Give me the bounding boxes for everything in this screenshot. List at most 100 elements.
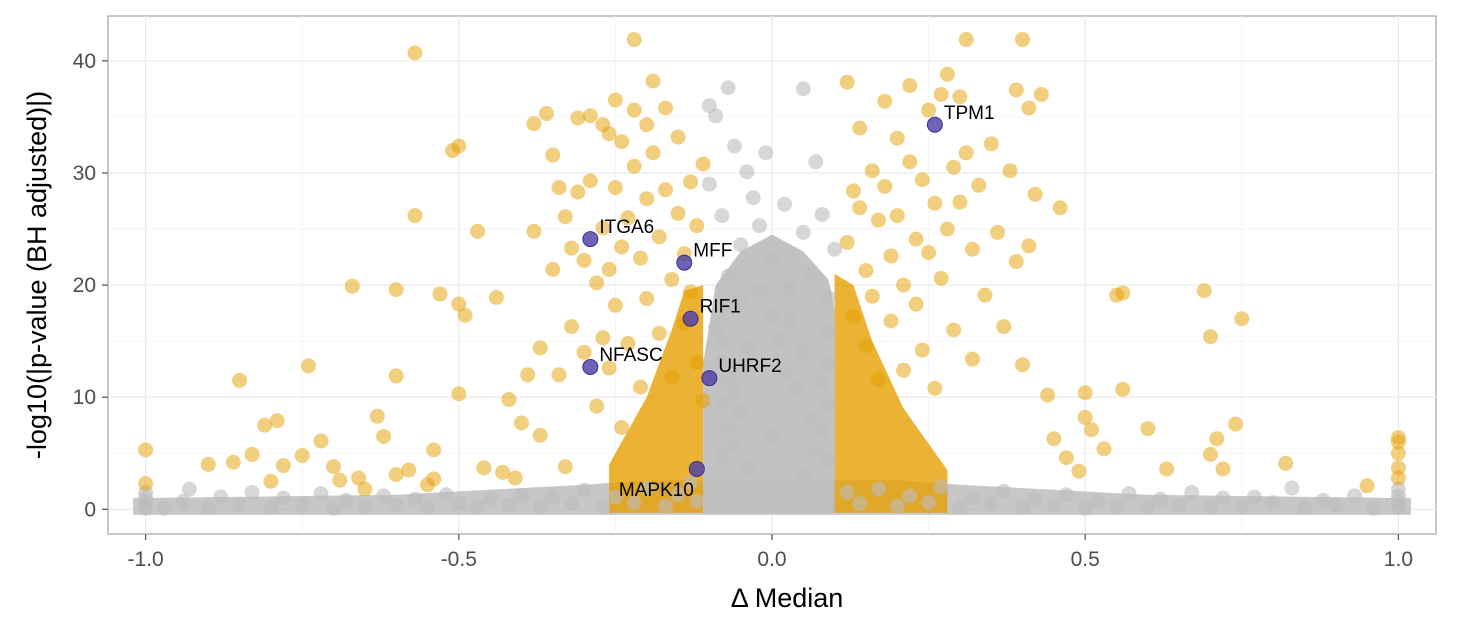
point-not-significant xyxy=(726,385,742,401)
point-not-significant xyxy=(933,479,949,495)
y-tick-label: 30 xyxy=(73,162,96,185)
point-significant xyxy=(639,117,655,133)
point-significant xyxy=(495,464,511,480)
point-significant xyxy=(601,360,617,376)
point-significant xyxy=(983,136,999,152)
point-significant xyxy=(939,66,955,82)
point-not-significant xyxy=(708,320,724,336)
point-significant xyxy=(1390,470,1406,486)
gene-label: MFF xyxy=(693,241,732,262)
point-significant xyxy=(964,351,980,367)
point-not-significant xyxy=(808,441,824,457)
point-significant xyxy=(870,371,886,387)
point-significant xyxy=(1140,421,1156,437)
point-not-significant xyxy=(795,465,811,481)
point-significant xyxy=(883,313,899,329)
point-significant xyxy=(369,408,385,424)
point-significant xyxy=(883,248,899,264)
point-not-significant xyxy=(670,487,686,503)
point-not-significant xyxy=(820,289,836,305)
point-not-significant xyxy=(720,268,736,284)
y-tick-label: 0 xyxy=(84,498,96,521)
point-not-significant xyxy=(388,497,404,513)
point-not-significant xyxy=(921,495,937,511)
point-not-significant xyxy=(726,436,742,452)
point-significant xyxy=(902,78,918,94)
point-not-significant xyxy=(1121,486,1137,502)
point-not-significant xyxy=(513,488,529,504)
point-significant xyxy=(507,470,523,486)
point-significant xyxy=(607,297,623,313)
point-significant xyxy=(902,154,918,170)
point-not-significant xyxy=(576,482,592,498)
point-significant xyxy=(645,73,661,89)
point-significant xyxy=(1052,200,1068,216)
point-not-significant xyxy=(726,138,742,154)
point-not-significant xyxy=(1152,491,1168,507)
point-not-significant xyxy=(313,486,329,502)
point-significant xyxy=(470,223,486,239)
x-tick-label: 1.0 xyxy=(1384,548,1413,571)
y-tick-label: 10 xyxy=(73,386,96,409)
point-not-significant xyxy=(200,499,216,515)
point-significant xyxy=(858,338,874,354)
point-not-significant xyxy=(952,499,968,515)
point-not-significant xyxy=(1046,497,1062,513)
point-significant xyxy=(877,93,893,109)
point-not-significant xyxy=(795,224,811,240)
point-significant xyxy=(971,177,987,193)
point-not-significant xyxy=(814,206,830,222)
point-not-significant xyxy=(1202,499,1218,515)
point-significant xyxy=(658,182,674,198)
point-significant xyxy=(407,208,423,224)
point-not-significant xyxy=(545,490,561,506)
highlighted-gene-point xyxy=(676,254,693,271)
point-not-significant xyxy=(175,493,191,509)
point-significant xyxy=(570,110,586,126)
point-significant xyxy=(639,191,655,207)
point-significant xyxy=(839,234,855,250)
point-significant xyxy=(664,271,680,287)
point-significant xyxy=(946,159,962,175)
point-not-significant xyxy=(232,497,248,513)
point-not-significant xyxy=(451,496,467,512)
point-not-significant xyxy=(783,312,799,328)
point-significant xyxy=(889,130,905,146)
point-significant xyxy=(376,428,392,444)
point-significant xyxy=(538,106,554,122)
point-not-significant xyxy=(802,409,818,425)
point-not-significant xyxy=(639,480,655,496)
point-significant xyxy=(927,195,943,211)
point-not-significant xyxy=(777,196,793,212)
point-significant xyxy=(557,209,573,225)
point-significant xyxy=(1202,446,1218,462)
point-not-significant xyxy=(764,428,780,444)
point-significant xyxy=(607,92,623,108)
point-significant xyxy=(870,212,886,228)
point-significant xyxy=(914,172,930,188)
point-significant xyxy=(626,32,642,48)
point-not-significant xyxy=(714,353,730,369)
point-significant xyxy=(607,180,623,196)
point-not-significant xyxy=(720,369,736,385)
point-significant xyxy=(845,308,861,324)
point-not-significant xyxy=(733,295,749,311)
point-significant xyxy=(614,134,630,150)
point-significant xyxy=(864,163,880,179)
point-significant xyxy=(908,231,924,247)
point-significant xyxy=(1008,254,1024,270)
gene-label: MAPK10 xyxy=(619,480,694,501)
point-significant xyxy=(1015,357,1031,373)
point-significant xyxy=(551,367,567,383)
gene-label: RIF1 xyxy=(700,297,741,318)
point-not-significant xyxy=(1171,497,1187,513)
point-not-significant xyxy=(156,500,172,516)
highlighted-gene-point xyxy=(582,358,599,375)
point-significant xyxy=(457,307,473,323)
point-significant xyxy=(1077,385,1093,401)
point-not-significant xyxy=(1246,489,1262,505)
y-axis-title: -log10(|p-value (BH adjusted)|) xyxy=(22,91,52,459)
point-significant xyxy=(1234,311,1250,327)
point-significant xyxy=(977,287,993,303)
highlighted-gene-points: TPM1 ITGA6 MFF RIF1 NFASC UHRF2 MAPK10 xyxy=(582,103,995,501)
